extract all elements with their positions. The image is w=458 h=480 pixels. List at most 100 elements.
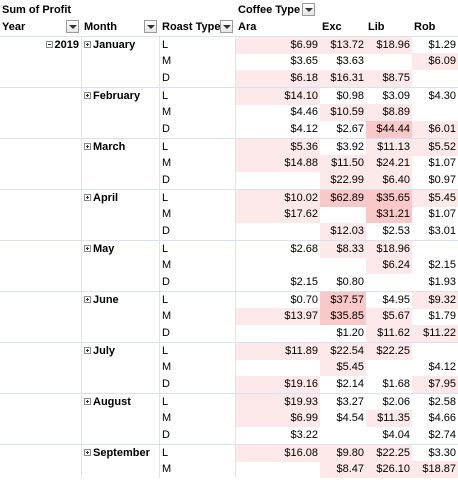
value-cell-exc[interactable]: $37.57: [320, 292, 366, 309]
expand-month-icon[interactable]: [84, 244, 91, 252]
value-cell-exc[interactable]: $0.80: [336, 276, 364, 288]
value-cell-lib[interactable]: $35.65: [366, 190, 412, 207]
value-cell-exc[interactable]: $22.99: [320, 172, 366, 189]
value-cell-ara[interactable]: [236, 461, 320, 478]
value-cell-ara[interactable]: [236, 172, 320, 189]
month-cell[interactable]: June: [82, 292, 160, 309]
roast-type-cell[interactable]: L: [160, 37, 236, 54]
collapse-year-icon[interactable]: [45, 40, 53, 48]
value-cell-lib[interactable]: $8.89: [366, 104, 412, 121]
value-cell-exc[interactable]: $0.98: [336, 90, 364, 102]
value-cell-rob[interactable]: $2.58: [428, 396, 456, 408]
value-cell-lib[interactable]: $2.06: [382, 396, 410, 408]
year-cell[interactable]: 2019: [0, 37, 82, 54]
value-cell-ara[interactable]: $11.89: [236, 343, 320, 360]
roast-type-cell[interactable]: M: [160, 155, 236, 172]
value-cell-exc[interactable]: [320, 206, 366, 223]
column-field-header[interactable]: Coffee Type: [236, 2, 320, 19]
value-cell-exc[interactable]: $62.89: [320, 190, 366, 207]
value-cell-rob[interactable]: $6.09: [412, 53, 458, 70]
value-cell-lib[interactable]: $22.25: [366, 445, 412, 462]
year-field-header[interactable]: Year: [0, 19, 82, 36]
value-cell-rob[interactable]: $3.30: [428, 447, 456, 459]
value-cell-rob[interactable]: $1.93: [428, 276, 456, 288]
expand-month-icon[interactable]: [84, 397, 91, 405]
value-cell-exc[interactable]: $22.54: [320, 343, 366, 360]
value-cell-lib[interactable]: $4.04: [382, 429, 410, 441]
month-cell[interactable]: February: [82, 88, 160, 105]
measure-label[interactable]: Sum of Profit: [2, 4, 72, 16]
value-cell-rob[interactable]: $2.74: [428, 429, 456, 441]
value-cell-ara[interactable]: $4.46: [290, 106, 318, 118]
value-cell-ara[interactable]: $2.68: [290, 243, 318, 255]
roast-type-cell[interactable]: L: [160, 394, 236, 411]
value-cell-lib[interactable]: $2.53: [382, 225, 410, 237]
roast-type-cell[interactable]: L: [160, 292, 236, 309]
roast-type-cell[interactable]: M: [160, 104, 236, 121]
month-filter-dropdown-icon[interactable]: [144, 20, 157, 33]
roast-type-cell[interactable]: M: [160, 410, 236, 427]
value-cell-lib[interactable]: $6.24: [366, 257, 412, 274]
roast-type-cell[interactable]: M: [160, 257, 236, 274]
value-cell-exc[interactable]: $8.47: [320, 461, 366, 478]
value-cell-ara[interactable]: $5.36: [236, 139, 320, 156]
value-cell-lib[interactable]: [366, 359, 412, 376]
value-cell-ara[interactable]: $3.65: [290, 55, 318, 67]
value-cell-lib[interactable]: $18.96: [366, 37, 412, 54]
value-cell-exc[interactable]: $3.27: [336, 396, 364, 408]
value-cell-exc[interactable]: $12.03: [320, 223, 366, 240]
value-cell-lib[interactable]: $3.09: [382, 90, 410, 102]
value-cell-exc[interactable]: $35.85: [320, 308, 366, 325]
value-cell-rob[interactable]: $11.22: [412, 325, 458, 342]
value-cell-rob[interactable]: [412, 343, 458, 360]
value-cell-rob[interactable]: [412, 104, 458, 121]
year-filter-dropdown-icon[interactable]: [66, 20, 79, 33]
value-cell-ara[interactable]: $14.88: [236, 155, 320, 172]
value-cell-ara[interactable]: $6.18: [236, 70, 320, 87]
value-cell-lib[interactable]: $11.13: [366, 139, 412, 156]
column-item-exc[interactable]: Exc: [322, 21, 342, 33]
value-cell-exc[interactable]: $4.54: [336, 412, 364, 424]
value-cell-exc[interactable]: $13.72: [320, 37, 366, 54]
roast-type-cell[interactable]: D: [160, 121, 236, 138]
roast-type-cell[interactable]: M: [160, 359, 236, 376]
value-cell-exc[interactable]: $16.31: [320, 70, 366, 87]
roast-type-cell[interactable]: M: [160, 53, 236, 70]
value-cell-ara[interactable]: [236, 257, 320, 274]
expand-month-icon[interactable]: [84, 40, 91, 48]
roast-type-cell[interactable]: L: [160, 139, 236, 156]
value-cell-ara[interactable]: $6.99: [236, 410, 320, 427]
value-cell-rob[interactable]: $5.45: [412, 190, 458, 207]
value-cell-exc[interactable]: $11.50: [320, 155, 366, 172]
roast-type-filter-dropdown-icon[interactable]: [220, 20, 233, 33]
roast-type-cell[interactable]: L: [160, 190, 236, 207]
value-cell-exc[interactable]: $5.45: [320, 359, 366, 376]
roast-type-cell[interactable]: D: [160, 427, 236, 444]
expand-month-icon[interactable]: [84, 295, 91, 303]
value-cell-rob[interactable]: $1.07: [428, 157, 456, 169]
value-cell-ara[interactable]: $14.10: [236, 88, 320, 105]
value-cell-rob[interactable]: $2.15: [428, 259, 456, 271]
value-cell-ara[interactable]: $0.70: [290, 294, 318, 306]
value-cell-ara[interactable]: $19.16: [236, 376, 320, 393]
roast-type-cell[interactable]: D: [160, 70, 236, 87]
value-cell-exc[interactable]: $10.59: [320, 104, 366, 121]
value-cell-lib[interactable]: $6.40: [366, 172, 412, 189]
value-cell-rob[interactable]: $4.30: [428, 90, 456, 102]
roast-type-cell[interactable]: L: [160, 343, 236, 360]
roast-type-cell[interactable]: L: [160, 88, 236, 105]
roast-type-cell[interactable]: L: [160, 445, 236, 462]
value-cell-rob[interactable]: $18.87: [412, 461, 458, 478]
expand-month-icon[interactable]: [84, 91, 91, 99]
column-item-ara[interactable]: Ara: [238, 21, 257, 33]
value-cell-exc[interactable]: [320, 257, 366, 274]
value-cell-exc[interactable]: [320, 427, 366, 444]
value-cell-lib[interactable]: $44.44: [366, 121, 412, 138]
month-cell[interactable]: April: [82, 190, 160, 207]
month-cell[interactable]: January: [82, 37, 160, 54]
value-cell-ara[interactable]: $19.93: [236, 394, 320, 411]
month-field-header[interactable]: Month: [82, 19, 160, 36]
value-cell-lib[interactable]: $8.75: [366, 70, 412, 87]
value-cell-ara[interactable]: $17.62: [236, 206, 320, 223]
value-cell-exc[interactable]: $9.80: [320, 445, 366, 462]
